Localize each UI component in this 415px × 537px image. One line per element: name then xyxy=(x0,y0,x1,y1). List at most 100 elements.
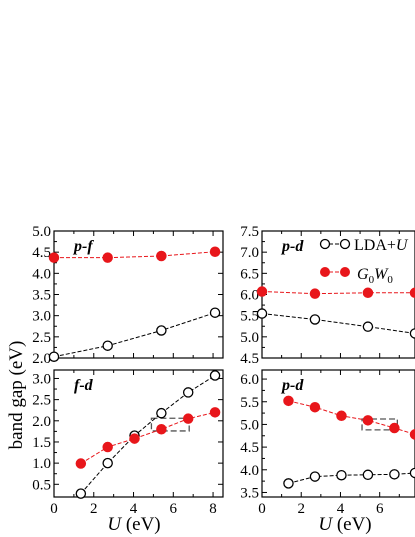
data-point-g0w0 xyxy=(129,433,140,444)
data-point-g0w0 xyxy=(209,407,221,418)
y-tick-label: 6.0 xyxy=(240,288,259,304)
series-group xyxy=(262,291,415,334)
x-tick-label: 8 xyxy=(209,501,217,517)
data-point-lda_u xyxy=(256,308,268,319)
data-point-g0w0 xyxy=(156,250,167,262)
data-point-lda_u xyxy=(336,469,347,481)
data-point-g0w0 xyxy=(362,415,374,426)
data-point-lda_u xyxy=(209,370,221,381)
x-axis-label-left: U (eV) xyxy=(107,514,160,535)
data-point-g0w0 xyxy=(389,422,400,434)
series-line-lda_u xyxy=(54,312,216,358)
y-tick-label: 5.0 xyxy=(240,330,259,346)
panel-label: p-d xyxy=(280,377,304,394)
series-group xyxy=(54,251,216,358)
y-tick-label: 4.0 xyxy=(32,266,51,282)
panel-label: p-d xyxy=(280,238,304,255)
x-tick-label: 6 xyxy=(170,501,178,517)
data-point-lda_u xyxy=(409,467,415,479)
data-point-lda_u xyxy=(409,328,415,339)
series-line-lda_u xyxy=(262,313,415,334)
y-tick-label: 6.0 xyxy=(240,372,259,388)
data-point-g0w0 xyxy=(102,252,113,263)
legend-marker-g0w0 xyxy=(340,267,350,277)
data-point-lda_u xyxy=(75,488,87,499)
data-point-lda_u xyxy=(102,340,113,351)
highlight-box xyxy=(150,417,190,432)
y-tick-label: 1.0 xyxy=(32,456,51,472)
y-tick-label: 0.5 xyxy=(32,477,51,493)
x-tick-label: 2 xyxy=(297,501,305,517)
panel-frame xyxy=(261,369,415,498)
x-tick-label: 2 xyxy=(90,501,98,517)
y-tick-label: 2.0 xyxy=(32,351,51,367)
data-point-g0w0 xyxy=(336,410,347,422)
panel-4: 3.5 4.0 4.5 5.0 5.5 6.0 0 2 4 6 p-d xyxy=(240,369,415,517)
data-point-g0w0 xyxy=(283,395,294,407)
legend-marker-lda-u xyxy=(339,238,351,250)
y-tick-label: 3.0 xyxy=(32,371,51,387)
y-tick-label: 2.0 xyxy=(32,414,51,430)
data-point-g0w0 xyxy=(48,252,60,263)
panel-frame xyxy=(53,369,224,498)
data-point-g0w0 xyxy=(209,246,221,257)
x-tick-label: 0 xyxy=(50,501,58,517)
data-point-g0w0 xyxy=(409,287,415,299)
series-line-g0w0 xyxy=(262,291,415,295)
data-point-lda_u xyxy=(362,469,374,481)
x-tick-label: 4 xyxy=(130,501,138,517)
legend-label-g0w0: G0W0 xyxy=(357,266,393,286)
y-tick-label: 3.0 xyxy=(32,309,51,325)
data-point-g0w0 xyxy=(409,429,415,440)
data-point-lda_u xyxy=(209,307,221,318)
y-tick-label: 4.5 xyxy=(240,351,259,367)
x-tick-label: 4 xyxy=(337,501,345,517)
x-tick-label: 0 xyxy=(258,501,266,517)
y-tick-label: 4.0 xyxy=(240,463,259,479)
y-tick-label: 4.5 xyxy=(240,440,259,456)
y-tick-label: 3.5 xyxy=(240,485,259,501)
data-point-lda_u xyxy=(283,478,294,489)
data-point-lda_u xyxy=(389,469,400,480)
data-point-g0w0 xyxy=(362,287,374,299)
series-line-g0w0 xyxy=(288,400,415,435)
data-point-lda_u xyxy=(156,407,167,419)
y-tick-label: 1.5 xyxy=(32,435,51,451)
y-tick-label: 7.0 xyxy=(240,245,259,261)
panel-3: 0.5 1.0 1.5 2.0 2.5 3.0 0 2 4 6 8 f-d xyxy=(32,369,224,517)
data-point-lda_u xyxy=(102,457,113,469)
data-point-g0w0 xyxy=(182,413,194,424)
y-tick-label: 5.5 xyxy=(240,395,259,411)
y-tick-label: 5.5 xyxy=(240,309,259,325)
legend-marker-lda-u xyxy=(319,238,331,250)
series-line-lda_u xyxy=(80,375,216,494)
data-point-lda_u xyxy=(309,314,321,325)
legend: LDA+U G0W0 xyxy=(319,237,409,286)
series-line-g0w0 xyxy=(80,411,216,464)
series-group xyxy=(80,375,216,494)
y-tick-label: 2.5 xyxy=(32,330,51,346)
y-tick-label: 5.0 xyxy=(32,224,51,240)
x-tick-label: 6 xyxy=(376,501,384,517)
data-point-g0w0 xyxy=(102,441,113,453)
y-axis-label: band gap (eV) xyxy=(6,341,27,450)
y-tick-label: 6.5 xyxy=(240,266,259,282)
series-line-g0w0 xyxy=(54,251,216,259)
panel-label: f-d xyxy=(74,377,94,394)
x-axis-label-right: U (eV) xyxy=(318,514,371,535)
data-point-g0w0 xyxy=(309,288,321,299)
legend-marker-g0w0 xyxy=(320,267,330,277)
data-point-lda_u xyxy=(362,321,374,332)
data-point-lda_u xyxy=(182,387,194,398)
data-point-g0w0 xyxy=(256,286,268,297)
data-point-g0w0 xyxy=(75,458,87,469)
y-tick-label: 4.5 xyxy=(32,245,51,261)
data-point-lda_u xyxy=(309,471,321,482)
panel-2: 4.5 5.0 5.5 6.0 6.5 7.0 7.5 p-d xyxy=(240,224,415,367)
y-tick-label: 7.5 xyxy=(240,224,259,240)
y-tick-label: 3.5 xyxy=(32,288,51,304)
data-point-g0w0 xyxy=(156,424,167,435)
data-point-g0w0 xyxy=(309,401,321,413)
legend-label-lda-u: LDA+U xyxy=(354,237,409,254)
